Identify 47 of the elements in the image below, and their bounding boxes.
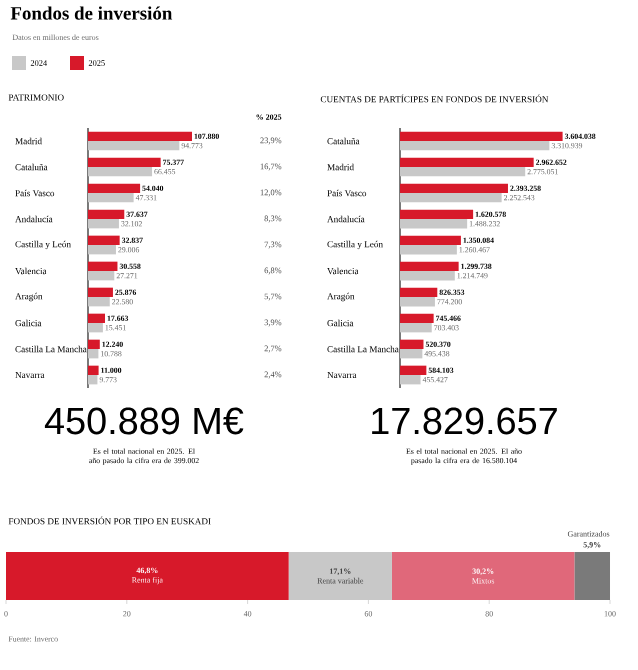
bar [400,287,438,298]
bar [400,219,468,229]
bar [88,131,192,142]
bar [400,183,508,194]
bar [88,167,153,177]
bar [88,261,118,272]
bar [400,235,461,246]
bar [400,245,457,255]
bar [400,131,563,142]
bar [400,261,459,272]
bar [88,339,100,350]
bar [391,552,575,601]
text: 17.829.657 [372,407,557,435]
bar [88,297,110,307]
bar [288,552,392,601]
bar [88,219,119,229]
bar [574,552,611,601]
bar [400,323,432,333]
text: 450.889 M€ [44,407,244,435]
bar [88,245,116,255]
bar [400,313,434,324]
bar [88,365,99,376]
bar [88,209,125,220]
bar [400,375,421,385]
bar [400,141,550,151]
bar [88,141,180,151]
bar [400,193,502,203]
bar [88,313,106,324]
chart-title: Fondos de inversión [10,6,173,20]
bar [88,235,120,246]
bar [400,349,423,359]
bar [88,157,161,168]
bar [88,271,115,281]
bar [400,365,427,376]
bar [88,375,98,385]
bar [88,193,134,203]
bar [400,297,435,307]
bar [400,209,474,220]
bar [400,339,424,350]
bar [88,287,113,298]
bar [400,271,455,281]
bar [88,349,99,359]
bar [88,183,141,194]
bar [88,323,103,333]
bar [400,167,526,177]
bar [6,552,289,601]
bar [400,157,534,168]
